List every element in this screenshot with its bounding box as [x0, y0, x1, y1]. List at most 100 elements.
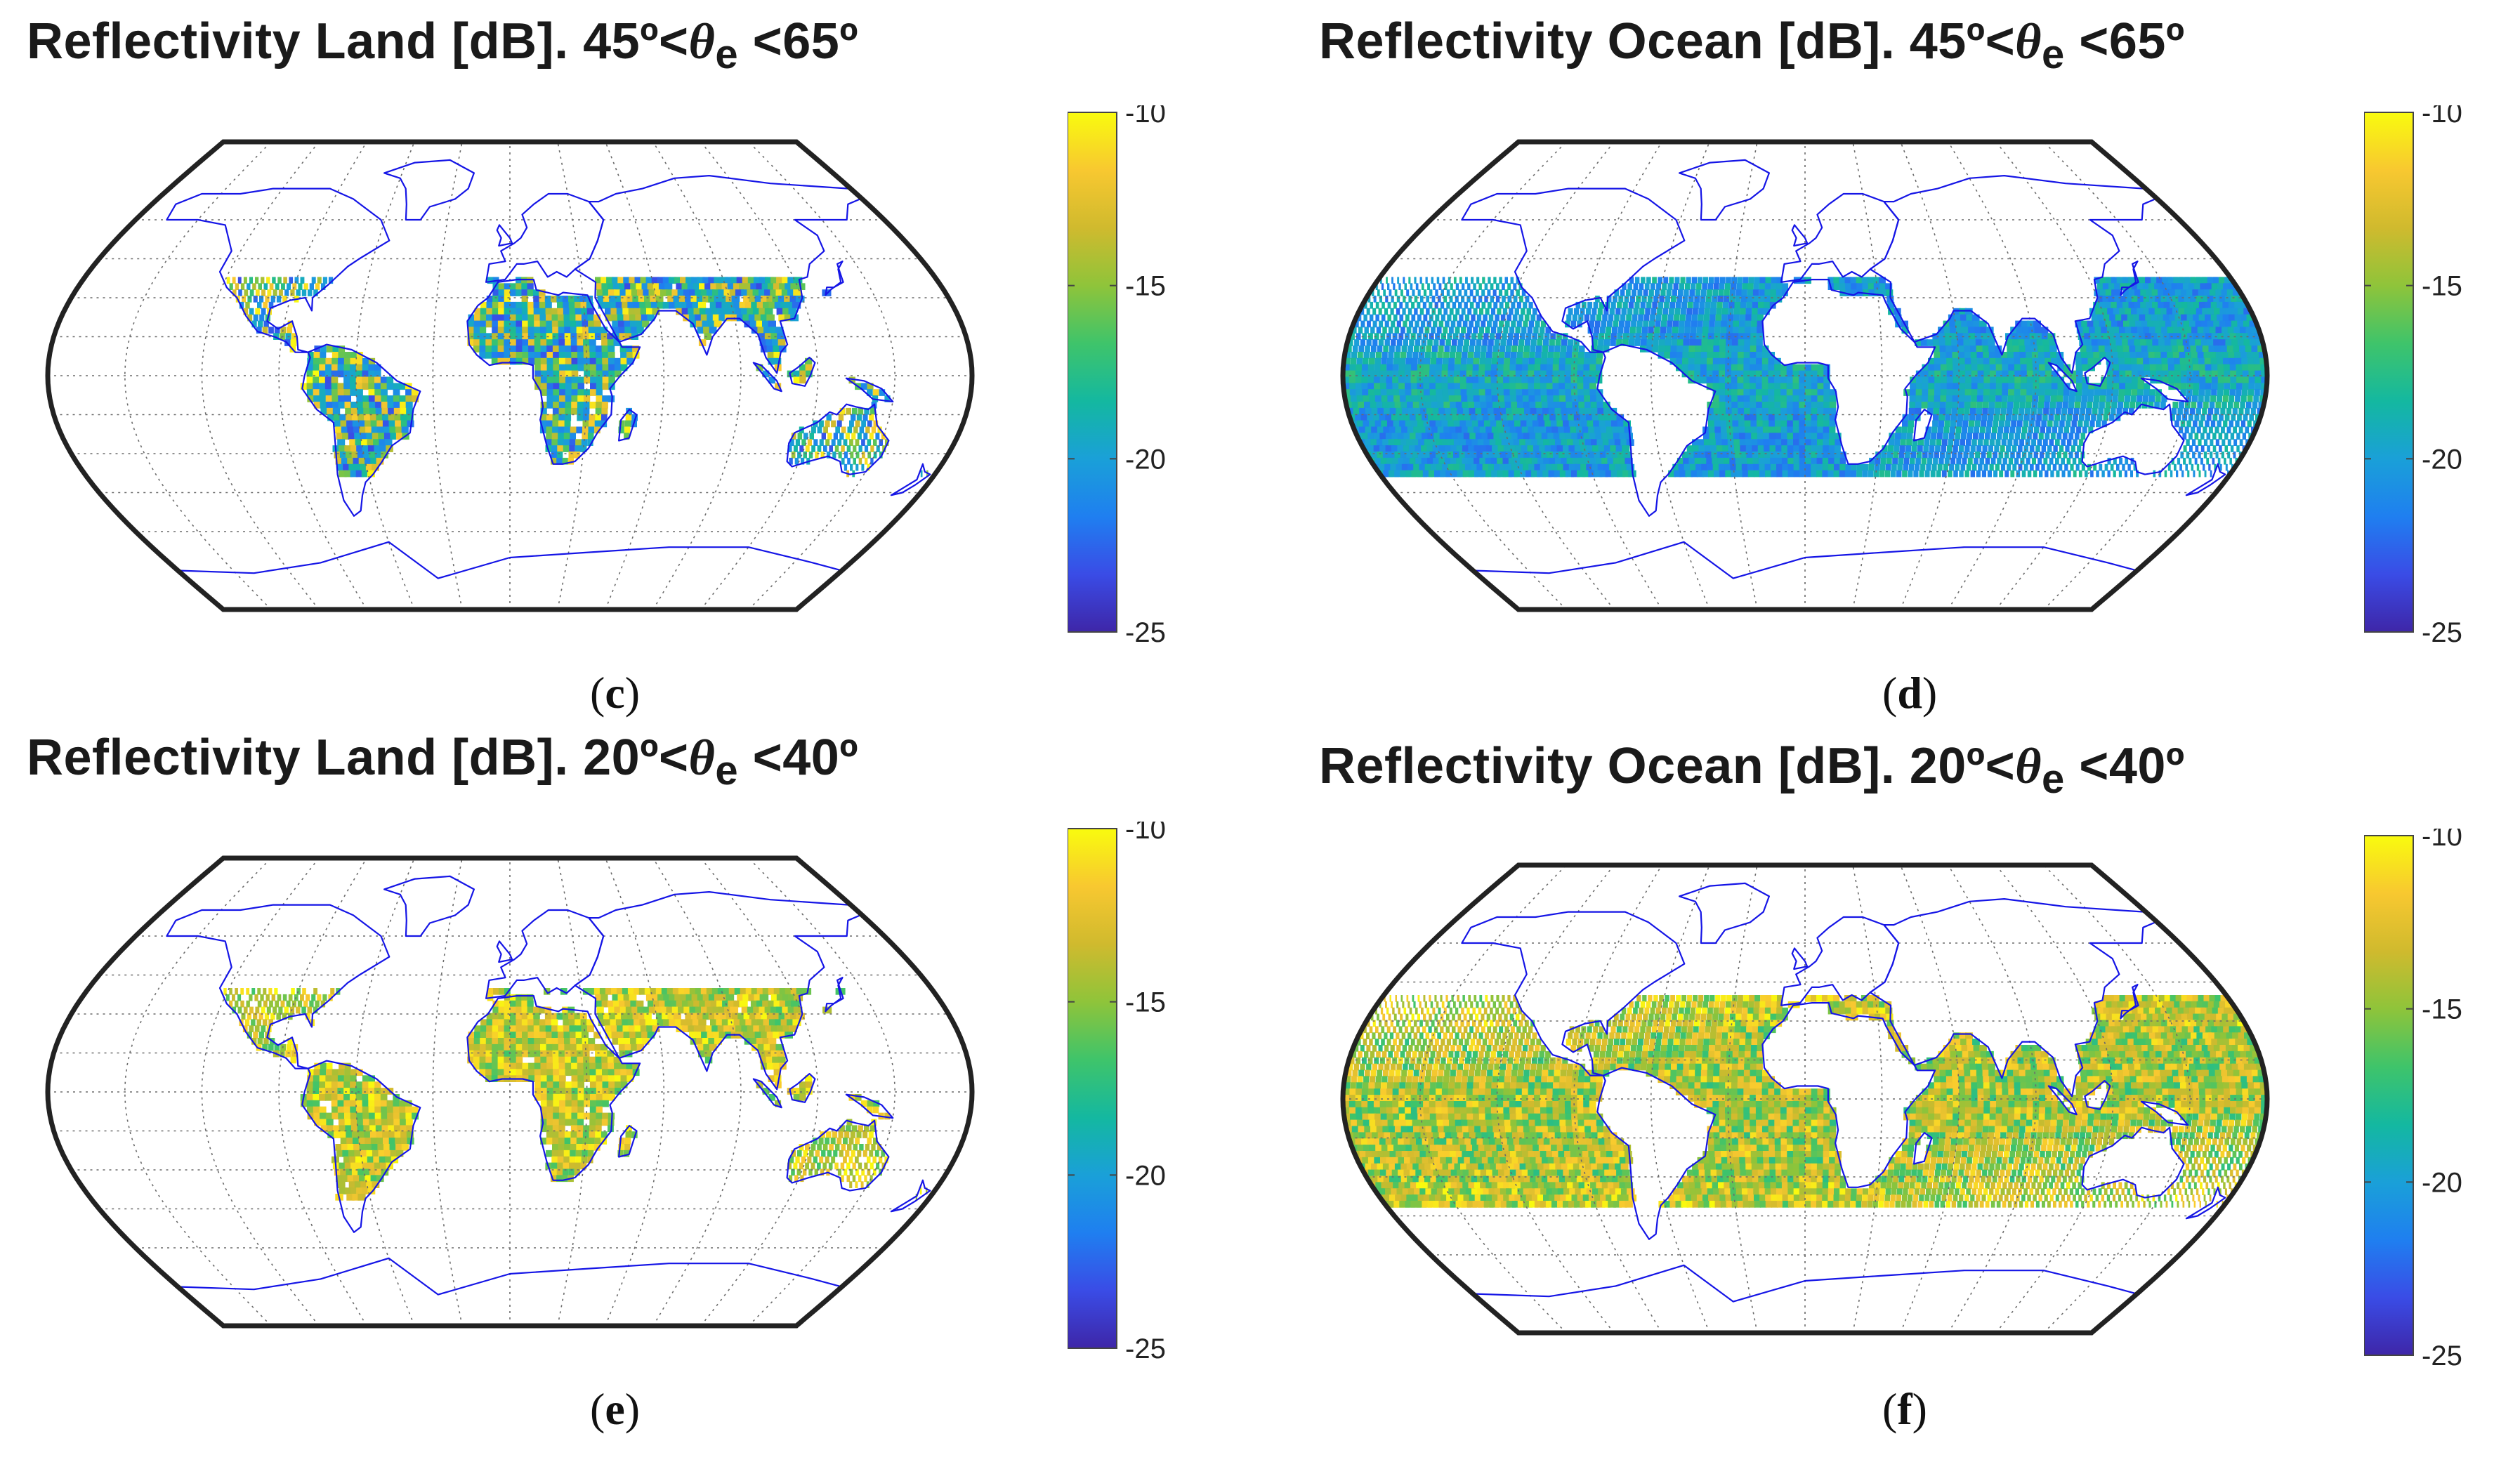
colorbar-e: -10 -15 -20 -25	[1068, 822, 1166, 1362]
coastline-borneo	[789, 357, 816, 387]
coastline-newGuinea	[845, 377, 894, 403]
coastline-greenland	[1679, 159, 1770, 221]
coastline-africa	[1761, 279, 1936, 465]
title-suffix: <40º	[738, 730, 859, 786]
colorbar-f: -10 -15 -20 -25	[2364, 829, 2462, 1369]
colorbar-d: -10 -15 -20 -25	[2364, 105, 2462, 646]
map-f	[1340, 862, 2270, 1336]
theta-subscript: e	[2042, 756, 2065, 802]
coastline-greenland	[383, 159, 475, 221]
theta-subscript: e	[715, 748, 739, 793]
map-frame	[1340, 862, 2270, 1336]
panel-e-title: Reflectivity Land [dB]. 20º<θe <40º	[27, 729, 859, 793]
coastline-uk	[1791, 224, 1809, 247]
colorbar-tick-label: -25	[2422, 617, 2462, 646]
title-suffix: <65º	[2064, 13, 2185, 70]
colorbar-tick-label: -10	[2422, 829, 2462, 852]
coastline-northAmerica	[166, 187, 391, 353]
coastline-borneo	[789, 1073, 816, 1103]
colorbar-tick-label: -10	[1125, 105, 1166, 129]
map-c	[45, 139, 975, 612]
theta-symbol: θ	[688, 730, 716, 786]
map-frame	[45, 855, 975, 1329]
coastline-greenland	[383, 875, 475, 937]
graticule	[48, 142, 972, 610]
colorbar-ramp	[2364, 112, 2414, 633]
coastline-australia	[786, 403, 890, 475]
colorbar-tick-label: -25	[1125, 617, 1166, 646]
coastline-madagascar	[618, 409, 638, 442]
colorbar-tick-label: -25	[1125, 1333, 1166, 1362]
colorbar-tick-label: -15	[1125, 987, 1166, 1018]
coastline-newGuinea	[2140, 377, 2189, 403]
colorbar-tick-label: -20	[2422, 1167, 2462, 1198]
colorbar-ramp	[1068, 112, 1117, 633]
theta-symbol: θ	[688, 13, 716, 70]
coastline-sumatra	[2047, 1085, 2078, 1116]
coastline-northAmerica	[1461, 187, 1686, 353]
colorbar-tick-label: -20	[1125, 1160, 1166, 1191]
title-prefix: Reflectivity Ocean [dB]. 45º<	[1319, 13, 2016, 70]
map-content	[48, 142, 972, 610]
colorbar-tick-label: -10	[1125, 822, 1166, 845]
coastline-japan	[825, 977, 844, 1013]
coastline-asia	[574, 891, 861, 1091]
colorbar-tick-label: -15	[2422, 994, 2462, 1025]
coastline-greenland	[1679, 882, 1770, 944]
coastline-southAmerica	[1596, 1067, 1717, 1240]
title-prefix: Reflectivity Ocean [dB]. 20º<	[1319, 738, 2016, 794]
coastline-borneo	[2084, 1080, 2111, 1110]
coastlines	[1461, 882, 2226, 1333]
coastline-newGuinea	[845, 1093, 894, 1119]
title-suffix: <65º	[738, 13, 859, 70]
colorbar-tick-label: -20	[1125, 444, 1166, 475]
caption-c: (c)	[590, 668, 641, 718]
theta-symbol: θ	[2015, 738, 2042, 794]
graticule	[1343, 142, 2267, 610]
map-frame	[1340, 139, 2270, 612]
title-prefix: Reflectivity Land [dB]. 20º<	[27, 730, 689, 786]
colorbar-tick-label: -15	[1125, 271, 1166, 302]
graticule	[48, 858, 972, 1326]
colorbar-c: -10 -15 -20 -25	[1068, 105, 1166, 646]
coastline-japan	[825, 261, 844, 296]
coastline-newZealand	[2185, 1186, 2226, 1220]
map-content	[48, 858, 972, 1326]
caption-f: (f)	[1882, 1384, 1927, 1434]
map-frame	[45, 139, 975, 612]
coastline-madagascar	[618, 1125, 638, 1158]
coastline-sumatra	[752, 1078, 782, 1109]
reflectivity-field	[223, 988, 928, 1201]
caption-d: (d)	[1882, 668, 1938, 718]
colorbar-tick-label: -10	[2422, 105, 2462, 129]
coastline-asia	[1869, 898, 2156, 1098]
colorbar-ramp	[2364, 835, 2414, 1356]
coastline-asia	[574, 175, 861, 374]
coastline-asia	[1869, 175, 2156, 374]
reflectivity-field	[226, 277, 928, 478]
coastline-africa	[466, 995, 641, 1181]
coastline-southAmerica	[301, 343, 421, 517]
colorbar-tick-label: -15	[2422, 271, 2462, 302]
coastline-newZealand	[2185, 463, 2226, 496]
map-d	[1340, 139, 2270, 612]
map-content	[1343, 865, 2267, 1333]
coastline-australia	[786, 1119, 890, 1192]
colorbar-ramp	[1068, 828, 1117, 1349]
coastline-southAmerica	[1596, 343, 1717, 517]
theta-subscript: e	[2042, 32, 2065, 77]
coastline-northAmerica	[1461, 911, 1686, 1076]
coastline-japan	[2120, 261, 2139, 296]
panel-d-title: Reflectivity Ocean [dB]. 45º<θe <65º	[1319, 13, 2185, 77]
coastline-africa	[1761, 1002, 1936, 1188]
coastline-northAmerica	[166, 904, 391, 1069]
coastline-southAmerica	[301, 1060, 421, 1233]
coastline-borneo	[2084, 357, 2111, 387]
reflectivity-field	[1343, 995, 2267, 1208]
coastlines	[1461, 159, 2226, 610]
coastline-newZealand	[890, 1179, 931, 1213]
colorbar-tick-label: -20	[2422, 444, 2462, 475]
colorbar-tick-label: -25	[2422, 1341, 2462, 1369]
theta-symbol: θ	[2015, 13, 2042, 70]
coastline-uk	[1791, 947, 1809, 970]
